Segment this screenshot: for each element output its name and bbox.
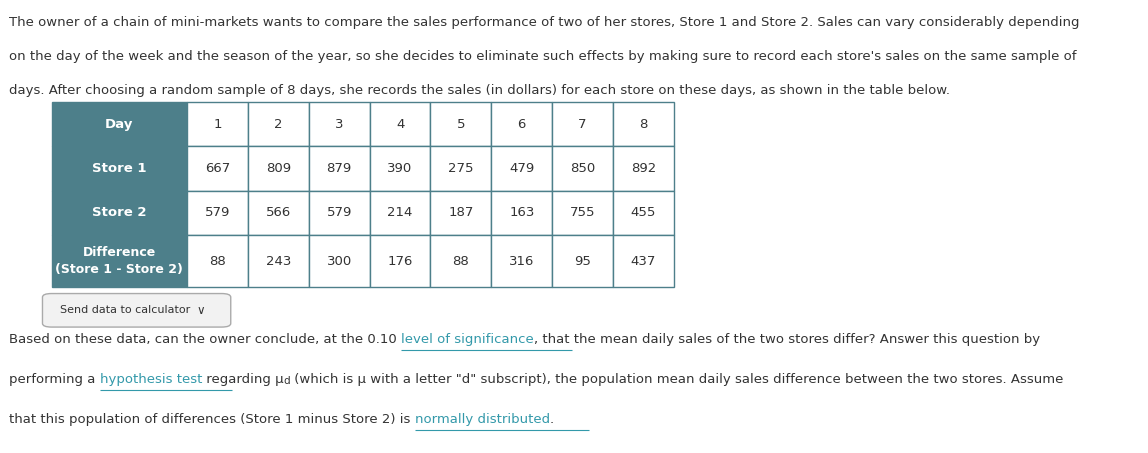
Text: Based on these data, can the owner conclude, at the 0.10: Based on these data, can the owner concl… <box>9 333 401 346</box>
Text: hypothesis test: hypothesis test <box>100 373 202 386</box>
Bar <box>248 191 309 235</box>
Text: 667: 667 <box>205 162 230 175</box>
Bar <box>491 191 552 235</box>
Bar <box>552 102 613 146</box>
Text: 5: 5 <box>457 118 465 130</box>
Text: 214: 214 <box>387 207 413 219</box>
Bar <box>309 235 370 287</box>
Bar <box>370 146 430 191</box>
Bar <box>491 102 552 146</box>
Text: 892: 892 <box>631 162 656 175</box>
Bar <box>248 235 309 287</box>
Text: 163: 163 <box>509 207 535 219</box>
Text: Store 1: Store 1 <box>92 162 147 175</box>
Text: 300: 300 <box>327 255 351 268</box>
Text: 243: 243 <box>265 255 292 268</box>
Text: 275: 275 <box>448 162 474 175</box>
Bar <box>309 191 370 235</box>
Text: 176: 176 <box>387 255 413 268</box>
Bar <box>187 146 248 191</box>
Text: level of significance: level of significance <box>401 333 534 346</box>
Bar <box>552 146 613 191</box>
Bar <box>187 191 248 235</box>
Text: (which is μ with a letter "d" subscript), the population mean daily sales differ: (which is μ with a letter "d" subscript)… <box>290 373 1064 386</box>
Text: .: . <box>550 413 554 426</box>
Bar <box>430 146 491 191</box>
Text: regarding μ: regarding μ <box>202 373 284 386</box>
Bar <box>370 235 430 287</box>
Text: Send data to calculator: Send data to calculator <box>60 305 189 315</box>
Text: 579: 579 <box>326 207 352 219</box>
Bar <box>491 235 552 287</box>
Text: 2: 2 <box>274 118 282 130</box>
Text: days. After choosing a random sample of 8 days, she records the sales (in dollar: days. After choosing a random sample of … <box>9 84 951 97</box>
Bar <box>370 102 430 146</box>
Text: performing a: performing a <box>9 373 100 386</box>
Text: 6: 6 <box>518 118 526 130</box>
Text: 316: 316 <box>509 255 535 268</box>
Bar <box>613 235 674 287</box>
Text: 455: 455 <box>630 207 657 219</box>
Bar <box>187 102 248 146</box>
Text: 8: 8 <box>639 118 647 130</box>
Bar <box>613 102 674 146</box>
Bar <box>552 235 613 287</box>
Bar <box>613 146 674 191</box>
Bar <box>52 191 187 235</box>
Text: ∨: ∨ <box>196 304 205 317</box>
Text: d: d <box>284 376 290 386</box>
Text: 755: 755 <box>569 207 596 219</box>
Bar <box>430 235 491 287</box>
Bar <box>552 191 613 235</box>
Text: 479: 479 <box>510 162 534 175</box>
Bar <box>430 191 491 235</box>
Text: Store 2: Store 2 <box>92 207 147 219</box>
Text: , that the mean daily sales of the two stores differ? Answer this question by: , that the mean daily sales of the two s… <box>534 333 1040 346</box>
Bar <box>430 102 491 146</box>
Bar <box>248 102 309 146</box>
Text: 3: 3 <box>335 118 343 130</box>
Bar <box>370 191 430 235</box>
FancyBboxPatch shape <box>42 294 231 327</box>
Text: 187: 187 <box>448 207 474 219</box>
Text: 4: 4 <box>396 118 404 130</box>
Bar <box>491 146 552 191</box>
Text: 579: 579 <box>204 207 231 219</box>
Text: Difference
(Store 1 - Store 2): Difference (Store 1 - Store 2) <box>55 246 184 276</box>
Text: 809: 809 <box>266 162 290 175</box>
Text: that this population of differences (Store 1 minus Store 2) is: that this population of differences (Sto… <box>9 413 414 426</box>
Bar <box>52 146 187 191</box>
Text: 95: 95 <box>574 255 591 268</box>
Text: 437: 437 <box>630 255 657 268</box>
Text: 566: 566 <box>266 207 290 219</box>
Bar <box>613 191 674 235</box>
Text: The owner of a chain of mini-markets wants to compare the sales performance of t: The owner of a chain of mini-markets wan… <box>9 16 1079 29</box>
Text: 88: 88 <box>209 255 226 268</box>
Text: Day: Day <box>106 118 133 130</box>
Text: 390: 390 <box>388 162 412 175</box>
Text: 88: 88 <box>452 255 470 268</box>
Bar <box>309 102 370 146</box>
Bar <box>248 146 309 191</box>
Text: on the day of the week and the season of the year, so she decides to eliminate s: on the day of the week and the season of… <box>9 50 1077 63</box>
Text: 850: 850 <box>571 162 595 175</box>
Text: 7: 7 <box>579 118 587 130</box>
Text: 1: 1 <box>214 118 222 130</box>
Bar <box>309 146 370 191</box>
Bar <box>52 102 187 146</box>
Text: normally distributed: normally distributed <box>414 413 550 426</box>
Bar <box>187 235 248 287</box>
Text: 879: 879 <box>327 162 351 175</box>
